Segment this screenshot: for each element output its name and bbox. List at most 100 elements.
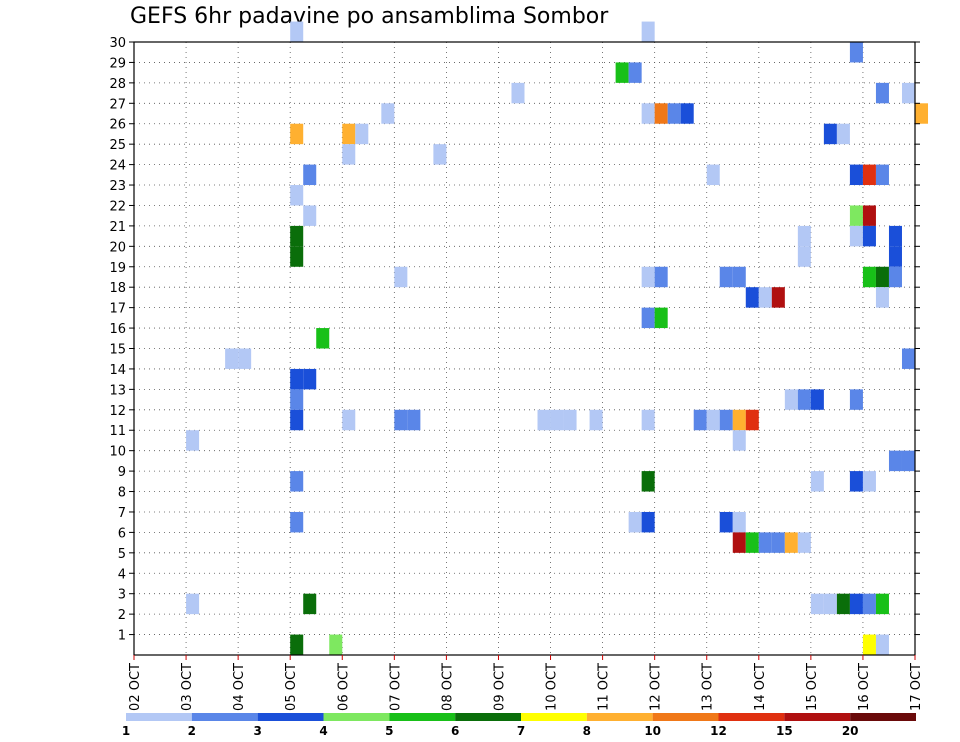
- heatmap-cell: [290, 511, 304, 533]
- x-tick-label: 07 OCT: [388, 663, 403, 711]
- heatmap-cell: [797, 389, 811, 410]
- x-tick-label: 03 OCT: [180, 663, 195, 711]
- heatmap-cell: [732, 532, 746, 553]
- x-tick-label: 11 OCT: [597, 663, 612, 711]
- heatmap-cell: [836, 593, 850, 615]
- heatmap-cell: [849, 225, 863, 247]
- heatmap-cell: [238, 348, 252, 369]
- colorbar-label: 3: [253, 724, 261, 738]
- colorbar-segment: [455, 713, 521, 721]
- x-tick-label: 04 OCT: [232, 663, 247, 711]
- colorbar-label: 15: [776, 724, 793, 738]
- heatmap-cell: [901, 348, 915, 369]
- heatmap-cell: [862, 471, 876, 492]
- heatmap-cell: [875, 82, 889, 104]
- y-tick-label: 11: [109, 424, 126, 439]
- y-tick-label: 5: [118, 547, 126, 562]
- heatmap-cell: [732, 409, 746, 431]
- colorbar-label: 2: [188, 724, 196, 738]
- colorbar-segment: [257, 713, 324, 721]
- y-tick-label: 6: [118, 526, 126, 541]
- heatmap-cell: [745, 409, 759, 431]
- heatmap-cell: [641, 266, 655, 288]
- heatmap-cell: [290, 368, 304, 390]
- x-tick-label: 16 OCT: [857, 663, 872, 711]
- heatmap-cell: [407, 409, 421, 431]
- heatmap-cell: [849, 205, 863, 226]
- heatmap-cell: [862, 205, 876, 226]
- heatmap-cell: [680, 103, 694, 124]
- heatmap-cell: [719, 409, 733, 431]
- heatmap-cell: [511, 82, 525, 104]
- colorbar-segment: [718, 713, 785, 721]
- heatmap-cell: [589, 409, 603, 431]
- colorbar-segment: [784, 713, 851, 721]
- heatmap-cell: [706, 409, 720, 431]
- heatmap-cell: [875, 634, 889, 655]
- heatmap-cell: [225, 348, 239, 369]
- heatmap-cell: [862, 164, 876, 186]
- heatmap-cell: [862, 225, 876, 247]
- colorbar-segment: [586, 713, 653, 721]
- y-tick-label: 30: [109, 36, 126, 51]
- y-tick-label: 22: [109, 199, 126, 214]
- x-tick-label: 15 OCT: [805, 663, 820, 711]
- heatmap-cell: [641, 471, 655, 492]
- heatmap-cell: [186, 430, 200, 451]
- heatmap-cell: [342, 144, 356, 165]
- heatmap-cell: [849, 389, 863, 410]
- y-tick-label: 1: [118, 629, 126, 644]
- heatmap-cell: [537, 409, 551, 431]
- colorbar-segment: [323, 713, 390, 721]
- y-tick-label: 15: [109, 343, 126, 358]
- x-tick-label: 05 OCT: [284, 663, 299, 711]
- y-tick-label: 26: [109, 118, 126, 133]
- heatmap-cell: [628, 511, 642, 533]
- heatmap-cell: [875, 266, 889, 288]
- heatmap-cell: [732, 511, 746, 533]
- colorbar-label: 5: [385, 724, 393, 738]
- heatmap-cell: [316, 328, 330, 349]
- heatmap-cell: [771, 287, 785, 308]
- heatmap-cell: [862, 593, 876, 615]
- heatmap-cell: [290, 471, 304, 492]
- heatmap-cell: [641, 103, 655, 124]
- heatmap-cell: [810, 593, 824, 615]
- y-tick-label: 27: [109, 97, 126, 112]
- heatmap-cell: [290, 409, 304, 431]
- heatmap-cell: [693, 409, 707, 431]
- colorbar-segment: [389, 713, 456, 721]
- heatmap-cell: [355, 123, 369, 145]
- heatmap-cell: [862, 634, 876, 655]
- y-tick-label: 13: [109, 383, 126, 398]
- heatmap-cell: [797, 532, 811, 553]
- heatmap-cell: [758, 532, 772, 553]
- x-tick-label: 12 OCT: [649, 663, 664, 711]
- heatmap-cell: [615, 62, 629, 83]
- x-tick-label: 17 OCT: [909, 663, 924, 711]
- heatmap-cell: [797, 225, 811, 247]
- chart-title: GEFS 6hr padavine po ansamblima Sombor: [130, 4, 609, 29]
- x-tick-label: 02 OCT: [128, 663, 143, 711]
- heatmap-cell: [849, 164, 863, 186]
- heatmap-cell: [628, 62, 642, 83]
- colorbar-label: 12: [710, 724, 727, 738]
- y-tick-label: 10: [109, 445, 126, 460]
- heatmap-cell: [433, 144, 447, 165]
- heatmap-cell: [888, 266, 902, 288]
- y-tick-label: 19: [109, 261, 126, 276]
- colorbar-label: 8: [583, 724, 591, 738]
- heatmap-cell: [654, 266, 668, 288]
- colorbar-segment: [652, 713, 719, 721]
- heatmap-cell: [901, 450, 915, 472]
- x-tick-label: 10 OCT: [545, 663, 560, 711]
- x-tick-label: 14 OCT: [753, 663, 768, 711]
- heatmap-cell: [329, 634, 343, 655]
- colorbar-segment: [850, 713, 916, 721]
- heatmap-cell: [186, 593, 200, 615]
- heatmap-cell: [901, 82, 915, 104]
- heatmap-cell: [758, 287, 772, 308]
- heatmap-cell: [394, 409, 408, 431]
- y-tick-label: 24: [109, 159, 126, 174]
